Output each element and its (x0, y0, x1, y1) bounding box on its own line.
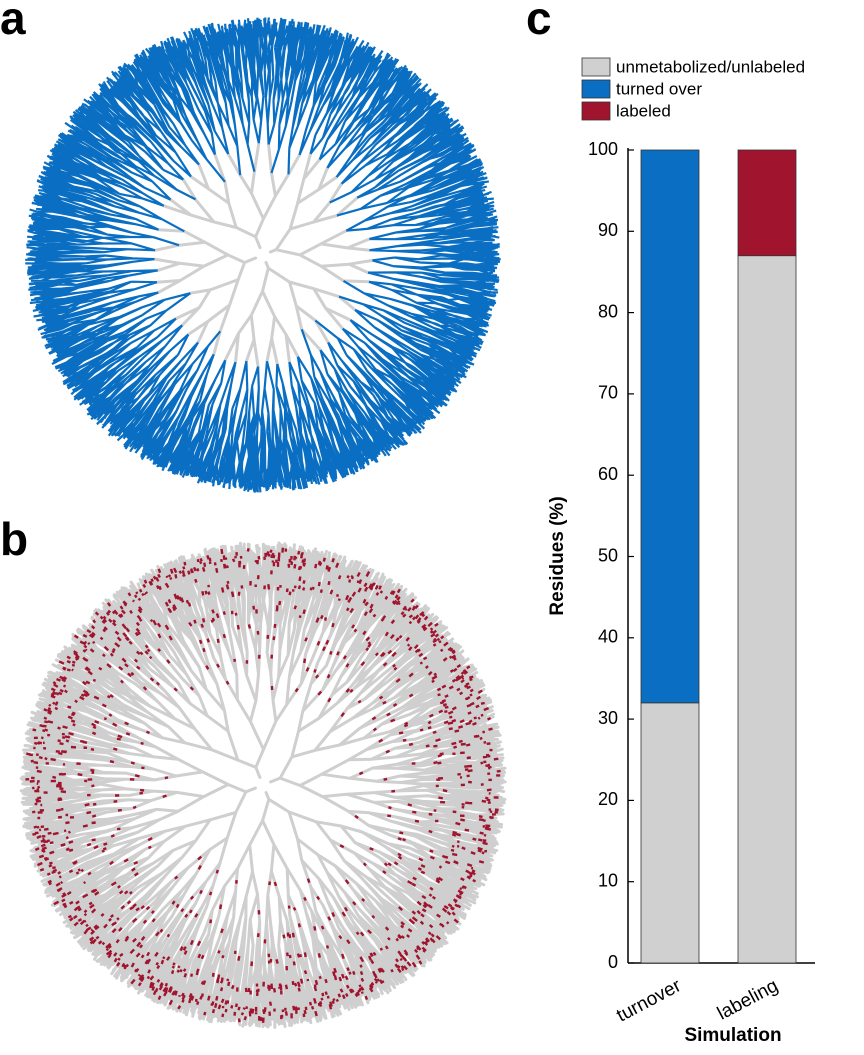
legend-swatch (581, 57, 611, 77)
bar-segment (640, 702, 700, 964)
y-tick-label: 10 (598, 870, 618, 890)
y-axis-label: Residues (%) (547, 496, 568, 615)
legend-label: unmetabolized/unlabeled (616, 57, 805, 76)
legend-label: labeled (616, 101, 671, 120)
y-tick-label: 100 (588, 139, 618, 159)
y-tick-label: 30 (598, 708, 618, 728)
tree-branches-turned-over (25, 17, 501, 493)
panel-label: c (526, 0, 552, 44)
y-tick-label: 50 (598, 545, 618, 565)
bar-segment (640, 149, 700, 704)
y-tick-label: 20 (598, 789, 618, 809)
legend-swatch (581, 79, 611, 99)
y-tick-label: 90 (598, 220, 618, 240)
y-tick-label: 70 (598, 383, 618, 403)
bar-segment (737, 255, 797, 964)
bar-segment (737, 149, 797, 257)
legend-label: turned over (616, 79, 702, 98)
y-tick-label: 60 (598, 464, 618, 484)
y-tick-label: 0 (608, 952, 618, 972)
x-tick-label: turnover (613, 975, 685, 1027)
tree-diagram-b (19, 541, 507, 1029)
tree-branches (153, 141, 374, 369)
panel-label: a (0, 0, 26, 44)
y-tick-label: 80 (598, 301, 618, 321)
x-tick-label: labeling (714, 975, 782, 1024)
tree-diagram-a (25, 17, 501, 493)
tree-branches-labeled (25, 547, 501, 1023)
legend-swatch (581, 101, 611, 121)
y-tick-label: 40 (598, 627, 618, 647)
tree-branches (19, 541, 507, 1029)
x-axis-label: Simulation (684, 1025, 781, 1046)
panel-label: b (0, 513, 28, 565)
